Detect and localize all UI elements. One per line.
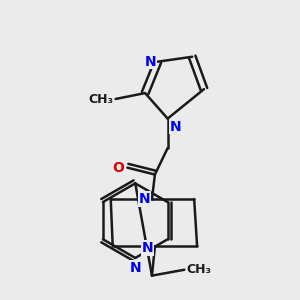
Text: N: N: [169, 120, 181, 134]
Text: N: N: [144, 55, 156, 69]
Text: CH₃: CH₃: [89, 93, 114, 106]
Text: N: N: [130, 261, 141, 275]
Text: N: N: [138, 192, 150, 206]
Text: CH₃: CH₃: [186, 263, 211, 276]
Text: O: O: [112, 161, 124, 175]
Text: N: N: [141, 241, 153, 255]
